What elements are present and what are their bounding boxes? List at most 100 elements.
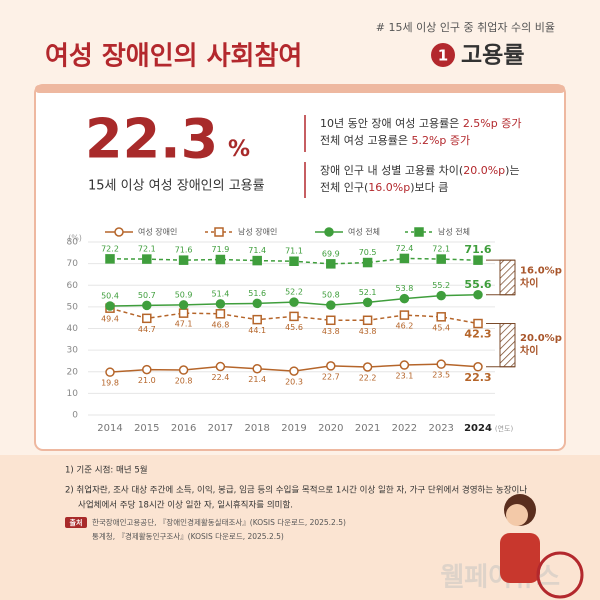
x-tick-label: 2024 [464, 423, 492, 434]
data-label: 71.6 [464, 243, 491, 256]
data-label: 71.9 [211, 245, 229, 254]
marker [252, 298, 262, 309]
y-tick-label: 0 [72, 411, 78, 421]
y-tick-label: 20 [67, 367, 79, 377]
data-label: 46.2 [395, 322, 413, 331]
data-label: 45.4 [432, 323, 450, 332]
marker [215, 309, 226, 319]
data-label: 72.1 [138, 245, 156, 254]
highlight-unit: % [228, 137, 250, 162]
x-tick-label: 2023 [428, 423, 453, 434]
note-segment: 전체 여성 고용률은 [320, 134, 411, 147]
source-line: 통계청, 『경제활동인구조사』(KOSIS 다운로드, 2025.2.5) [92, 531, 284, 541]
footnote: 1) 기준 시점: 매년 5월 [65, 465, 148, 476]
source-label: 출처 [70, 518, 83, 527]
marker [105, 254, 115, 264]
marker [436, 254, 446, 264]
marker [399, 310, 410, 320]
marker [362, 257, 373, 268]
x-tick-label: 2021 [355, 423, 380, 434]
legend-label: 여성 전체 [348, 227, 380, 237]
legend-label: 남성 전체 [438, 227, 470, 237]
marker [436, 290, 446, 301]
badge: 1 [438, 47, 448, 65]
marker [215, 299, 226, 309]
data-label: 53.8 [395, 284, 413, 293]
data-label: 50.9 [175, 290, 193, 299]
marker [362, 362, 373, 372]
source-badge [65, 517, 87, 528]
data-label: 70.5 [359, 248, 377, 257]
legend-marker [324, 227, 334, 237]
data-label: 20.3 [285, 378, 303, 387]
data-label: 51.4 [211, 289, 229, 298]
card-top [35, 85, 565, 93]
marker [473, 318, 483, 329]
data-label: 52.1 [359, 288, 377, 297]
note-segment: 전체 인구( [320, 181, 368, 194]
x-tick-label: 2022 [392, 423, 417, 434]
y-tick-label: 40 [67, 324, 79, 334]
marker [142, 300, 152, 311]
highlight-caption: 15세 이상 여성 장애인의 고용률 [88, 179, 265, 194]
note-segment: 2.5%p 증가 [463, 117, 522, 130]
data-label: 44.1 [248, 326, 266, 335]
note-segment: )보다 큼 [410, 181, 448, 194]
marker [178, 365, 189, 375]
y-tick-label: 80 [67, 238, 79, 248]
y-tick-label: 10 [67, 389, 79, 399]
data-label: 45.6 [285, 323, 303, 332]
note-segment: 16.0%p [368, 181, 410, 194]
footnote: 사업체에서 주당 18시간 이상 일한 자, 일시휴직자를 의미함. [78, 500, 293, 511]
title: 여성 장애인의 사회참여 [45, 42, 302, 72]
legend-marker [114, 227, 124, 237]
data-label: 43.8 [322, 327, 340, 336]
marker [142, 364, 152, 375]
data-label: 71.1 [285, 247, 303, 256]
data-label: 49.4 [101, 315, 119, 324]
source-line: 한국장애인고용공단, 『장애인경제활동실태조사』(KOSIS 다운로드, 202… [92, 517, 346, 527]
data-label: 21.4 [248, 375, 266, 384]
y-tick-label: 70 [67, 259, 79, 269]
legend-marker [414, 227, 424, 237]
data-label: 22.3 [464, 371, 491, 384]
note-segment: )는 [505, 164, 519, 177]
marker [178, 308, 189, 318]
x-tick-label: 2019 [281, 423, 306, 434]
figure [500, 494, 584, 599]
data-label: 72.4 [395, 244, 413, 253]
data-label: 71.4 [248, 246, 266, 255]
marker [105, 301, 115, 311]
marker [289, 366, 299, 376]
x-tick-label: 2020 [318, 423, 343, 434]
data-label: 72.2 [101, 244, 119, 253]
gap-box [499, 323, 516, 368]
y-tick-label: 50 [67, 302, 79, 312]
gap-label: 차이 [520, 344, 538, 357]
marker [473, 290, 483, 300]
marker [326, 259, 336, 269]
marker [326, 315, 336, 326]
note-segment: 10년 동안 장애 여성 고용률은 [320, 117, 463, 130]
x-tick-label: 2015 [134, 423, 159, 434]
note-segment: 장애 인구 내 성별 고용률 차이( [320, 164, 463, 177]
data-label: 19.8 [101, 379, 119, 388]
marker [252, 314, 262, 325]
note: 전체 여성 고용률은 5.2%p 증가 [320, 134, 470, 147]
tag: # 15세 이상 인구 중 취업자 수의 비율 [376, 21, 555, 34]
data-label: 71.6 [175, 246, 193, 255]
data-label: 21.0 [138, 376, 156, 385]
data-label: 46.8 [211, 320, 229, 329]
data-label: 20.8 [175, 377, 193, 386]
x-tick-label: 2017 [208, 423, 233, 434]
data-label: 23.5 [432, 371, 450, 380]
marker [252, 255, 262, 266]
x-tick-label: 2016 [171, 423, 196, 434]
series-line [109, 307, 479, 325]
marker [215, 361, 226, 372]
y-tick-label: 60 [67, 281, 79, 291]
marker [362, 297, 373, 308]
footnote: 2) 취업자란, 조사 대상 주간에 소득, 이익, 봉급, 임금 등의 수입을… [65, 485, 527, 496]
note-segment: 20.0%p [463, 164, 505, 177]
